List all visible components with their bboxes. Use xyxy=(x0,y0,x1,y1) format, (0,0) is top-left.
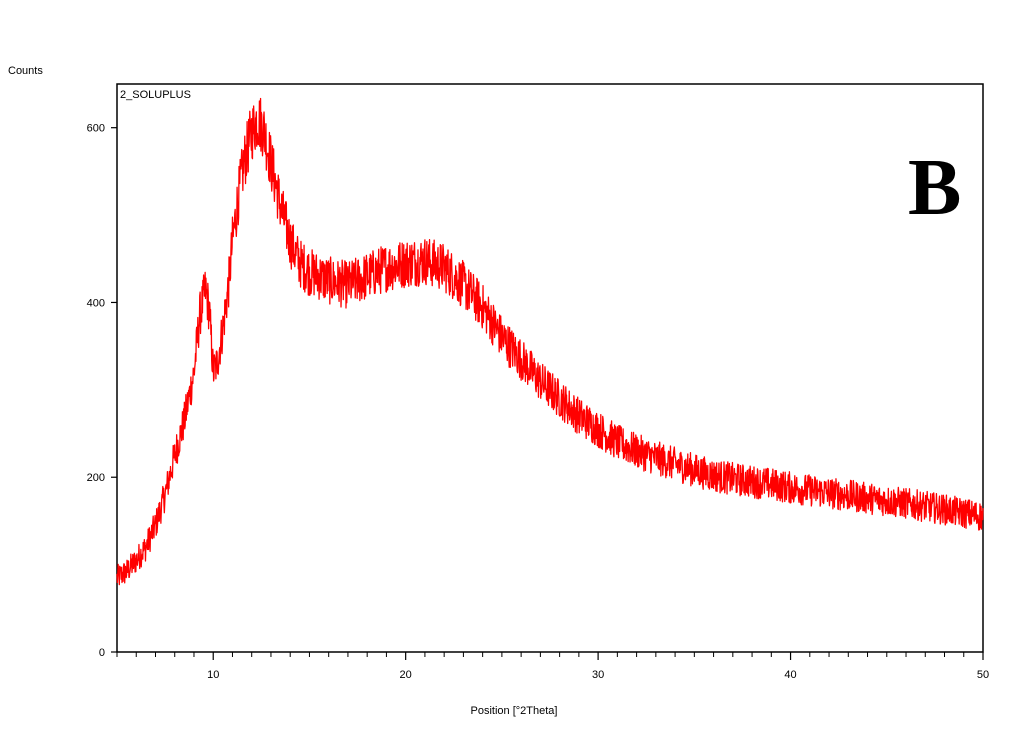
plot-frame xyxy=(116,83,984,653)
y-axis-ticks: 0 200 400 600 xyxy=(87,123,117,659)
y-tick-label: 400 xyxy=(87,297,105,309)
x-tick-label: 30 xyxy=(592,669,604,681)
y-tick-label: 200 xyxy=(87,472,105,484)
x-tick-label: 10 xyxy=(207,669,219,681)
x-tick-label: 50 xyxy=(977,669,989,681)
panel-letter-label: B xyxy=(908,144,961,232)
sample-label: 2_SOLUPLUS xyxy=(120,89,191,101)
y-tick-label: 0 xyxy=(99,647,105,659)
x-axis-ticks: 10 20 30 40 50 xyxy=(207,652,989,681)
x-minor-ticks xyxy=(116,652,965,657)
series-group xyxy=(116,97,984,586)
x-tick-label: 40 xyxy=(784,669,796,681)
x-axis-label: Position [°2Theta] xyxy=(471,705,558,717)
y-axis-label: Counts xyxy=(8,65,43,77)
x-tick-label: 20 xyxy=(400,669,412,681)
y-tick-label: 600 xyxy=(87,123,105,135)
series-line xyxy=(116,97,984,586)
